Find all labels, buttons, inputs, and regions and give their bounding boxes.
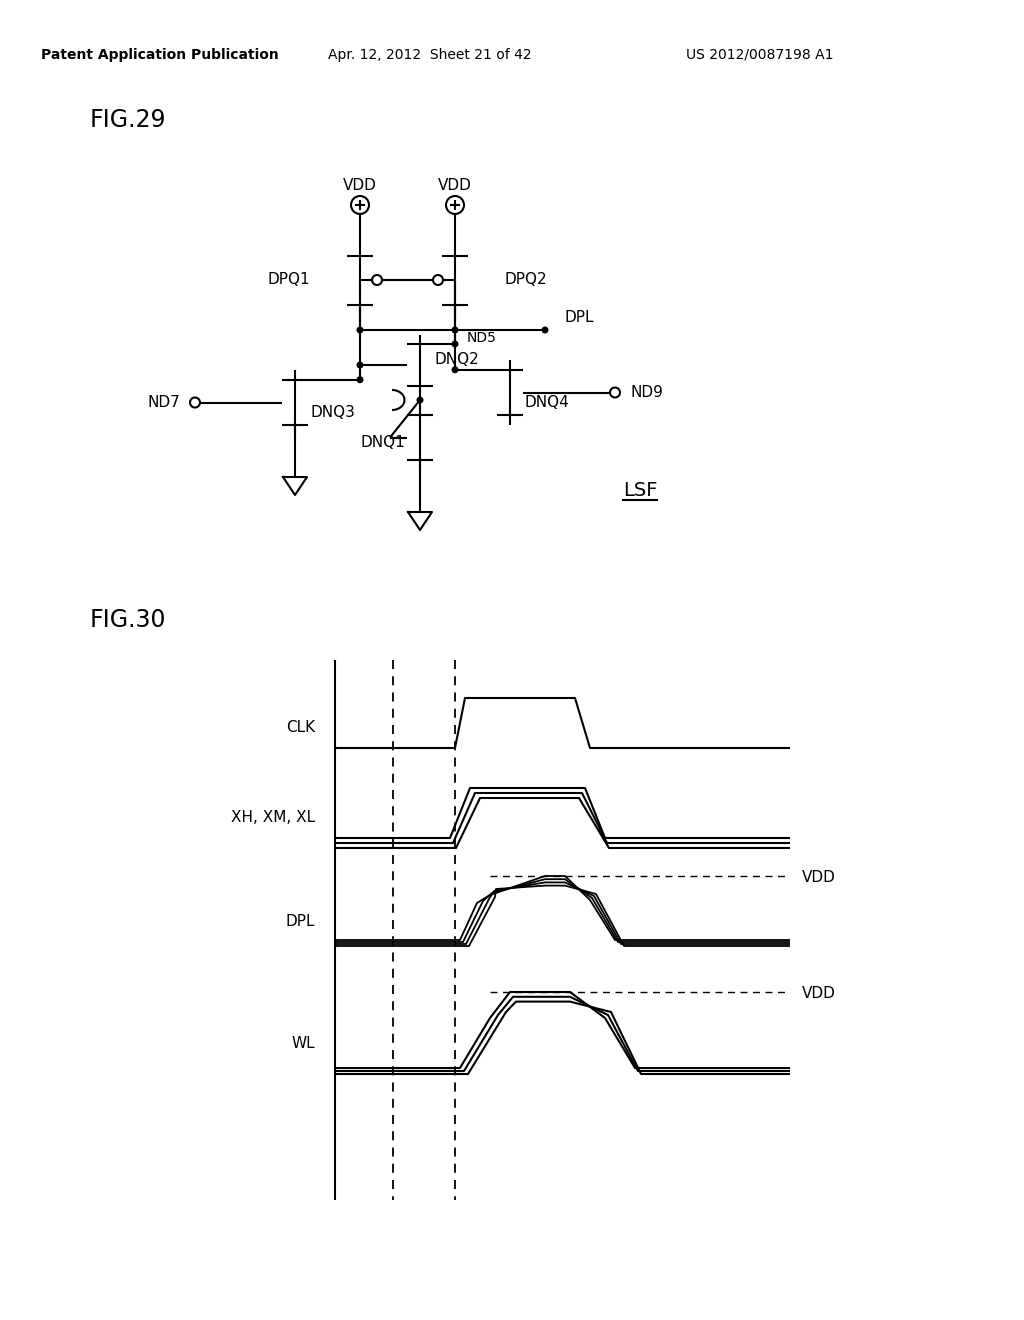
Text: VDD: VDD — [802, 986, 836, 1002]
Text: VDD: VDD — [343, 177, 377, 193]
Circle shape — [372, 275, 382, 285]
Circle shape — [433, 275, 443, 285]
Text: ND7: ND7 — [147, 395, 180, 411]
Text: DPL: DPL — [286, 915, 315, 929]
Text: FIG.30: FIG.30 — [90, 609, 167, 632]
Text: CLK: CLK — [286, 721, 315, 735]
Circle shape — [190, 397, 200, 408]
Text: VDD: VDD — [438, 177, 472, 193]
Circle shape — [542, 326, 549, 334]
Text: US 2012/0087198 A1: US 2012/0087198 A1 — [686, 48, 834, 62]
Circle shape — [356, 376, 364, 383]
Circle shape — [452, 366, 459, 374]
Text: ND9: ND9 — [630, 385, 663, 400]
Text: DNQ1: DNQ1 — [360, 436, 406, 450]
Circle shape — [356, 362, 364, 368]
Text: DNQ3: DNQ3 — [310, 405, 355, 420]
Circle shape — [452, 341, 459, 347]
Circle shape — [356, 326, 364, 334]
Text: DNQ4: DNQ4 — [525, 395, 569, 411]
Circle shape — [452, 326, 459, 334]
Text: XH, XM, XL: XH, XM, XL — [230, 810, 315, 825]
Text: DPL: DPL — [565, 310, 595, 326]
Text: WL: WL — [292, 1035, 315, 1051]
Circle shape — [610, 388, 620, 397]
Text: LSF: LSF — [623, 480, 657, 499]
Circle shape — [417, 396, 424, 404]
Text: Patent Application Publication: Patent Application Publication — [41, 48, 279, 62]
Text: DNQ2: DNQ2 — [435, 352, 480, 367]
Text: Apr. 12, 2012  Sheet 21 of 42: Apr. 12, 2012 Sheet 21 of 42 — [328, 48, 531, 62]
Text: VDD: VDD — [802, 870, 836, 886]
Text: ND5: ND5 — [467, 331, 497, 345]
Text: DPQ2: DPQ2 — [505, 272, 548, 288]
Text: DPQ1: DPQ1 — [267, 272, 310, 288]
Text: FIG.29: FIG.29 — [90, 108, 167, 132]
